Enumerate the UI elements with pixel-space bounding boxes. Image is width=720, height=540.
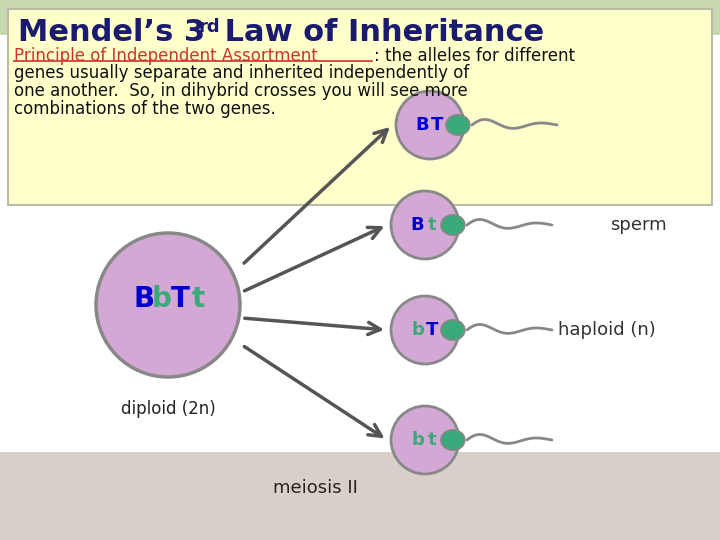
Text: genes usually separate and inherited independently of: genes usually separate and inherited ind… xyxy=(14,64,469,82)
Text: B: B xyxy=(410,216,424,234)
Text: diploid (2n): diploid (2n) xyxy=(121,400,215,418)
Text: rd: rd xyxy=(198,18,220,36)
Text: : the alleles for different: : the alleles for different xyxy=(374,47,575,65)
Text: t: t xyxy=(428,216,437,234)
Text: one another.  So, in dihybrid crosses you will see more: one another. So, in dihybrid crosses you… xyxy=(14,82,468,100)
Ellipse shape xyxy=(441,430,465,450)
Ellipse shape xyxy=(441,320,465,340)
Circle shape xyxy=(96,233,240,377)
Circle shape xyxy=(391,296,459,364)
Circle shape xyxy=(396,91,464,159)
Text: B: B xyxy=(133,285,155,313)
Bar xyxy=(0,452,720,540)
Text: haploid (n): haploid (n) xyxy=(558,321,656,339)
Text: t: t xyxy=(428,431,437,449)
Ellipse shape xyxy=(446,115,469,135)
Text: b: b xyxy=(411,431,424,449)
Text: Law of Inheritance: Law of Inheritance xyxy=(214,18,544,47)
Bar xyxy=(0,0,720,35)
Text: T: T xyxy=(431,116,444,134)
Text: b: b xyxy=(411,321,424,339)
Text: B: B xyxy=(415,116,429,134)
Text: combinations of the two genes.: combinations of the two genes. xyxy=(14,100,276,118)
Text: Mendel’s 3: Mendel’s 3 xyxy=(18,18,205,47)
Text: meiosis II: meiosis II xyxy=(273,479,357,497)
Text: t: t xyxy=(192,285,204,313)
Text: T: T xyxy=(171,285,189,313)
Text: sperm: sperm xyxy=(610,216,667,234)
Text: b: b xyxy=(152,285,172,313)
Text: Principle of Independent Assortment: Principle of Independent Assortment xyxy=(14,47,318,65)
FancyBboxPatch shape xyxy=(8,9,712,205)
Circle shape xyxy=(391,406,459,474)
Circle shape xyxy=(391,191,459,259)
Ellipse shape xyxy=(441,215,465,235)
Text: T: T xyxy=(426,321,438,339)
